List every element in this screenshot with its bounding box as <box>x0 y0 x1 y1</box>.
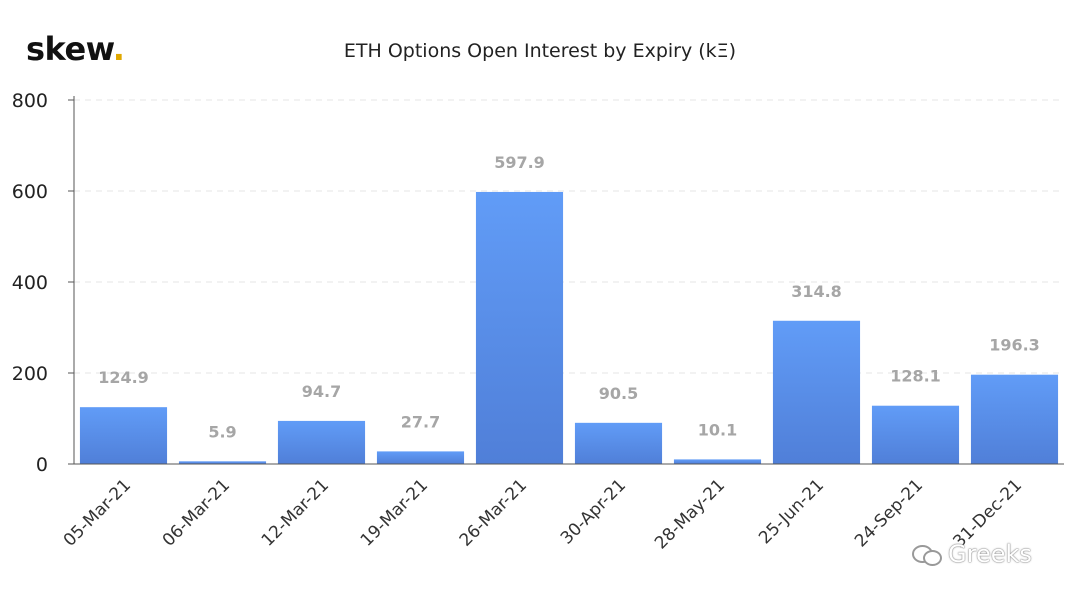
chart-title: ETH Options Open Interest by Expiry (kΞ) <box>343 40 737 62</box>
x-tick-label: 05-Mar-21 <box>60 475 135 550</box>
data-label: 27.7 <box>401 412 440 431</box>
bar <box>970 374 1059 464</box>
bar <box>79 407 168 464</box>
x-tick-label: 26-Mar-21 <box>456 475 531 550</box>
data-label: 597.9 <box>494 153 545 172</box>
data-label: 94.7 <box>302 382 341 401</box>
bar <box>178 461 267 464</box>
data-label: 90.5 <box>599 384 638 403</box>
x-tick-label: 25-Jun-21 <box>755 475 828 548</box>
data-label: 5.9 <box>208 422 236 441</box>
x-tick-label: 28-May-21 <box>651 475 729 553</box>
bar <box>277 420 366 464</box>
watermark: Greeks <box>912 540 1032 568</box>
watermark-text: Greeks <box>948 540 1032 568</box>
x-tick-label: 12-Mar-21 <box>258 475 333 550</box>
data-label: 128.1 <box>890 367 941 386</box>
y-tick-label: 400 <box>12 272 48 294</box>
data-label: 314.8 <box>791 282 842 301</box>
bar <box>475 191 564 464</box>
bar <box>871 405 960 464</box>
bar <box>376 451 465 464</box>
x-tick-label: 19-Mar-21 <box>357 475 432 550</box>
bar <box>772 320 861 464</box>
y-tick-label: 0 <box>36 454 48 476</box>
data-label: 196.3 <box>989 336 1040 355</box>
data-label: 124.9 <box>98 368 149 387</box>
y-tick-label: 800 <box>12 90 48 112</box>
y-tick-label: 600 <box>12 181 48 203</box>
skew-logo: skew. <box>26 30 125 68</box>
bar <box>574 422 663 464</box>
data-label: 10.1 <box>698 420 737 439</box>
x-tick-label: 06-Mar-21 <box>159 475 234 550</box>
wechat-icon <box>912 543 942 566</box>
x-tick-label: 30-Apr-21 <box>557 475 630 548</box>
bar <box>673 459 762 464</box>
y-tick-label: 200 <box>12 363 48 385</box>
